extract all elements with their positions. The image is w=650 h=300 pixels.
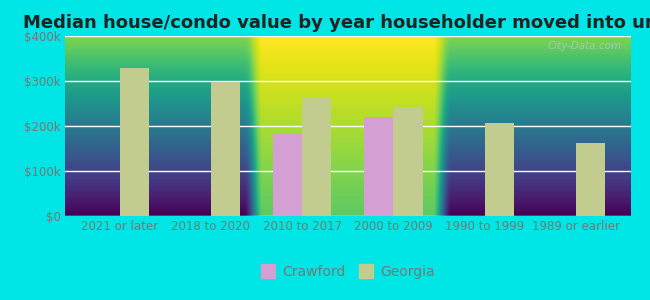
Bar: [120, 68, 149, 216]
Legend: Crawford, Georgia: Crawford, Georgia: [255, 260, 440, 285]
Bar: [484, 123, 514, 216]
Bar: [393, 107, 422, 216]
Bar: [273, 134, 302, 216]
Bar: [302, 97, 332, 216]
Bar: [211, 82, 240, 216]
Title: Median house/condo value by year householder moved into unit: Median house/condo value by year househo…: [23, 14, 650, 32]
Bar: [364, 117, 393, 216]
Text: City-Data.com: City-Data.com: [548, 41, 622, 51]
Bar: [576, 142, 605, 216]
